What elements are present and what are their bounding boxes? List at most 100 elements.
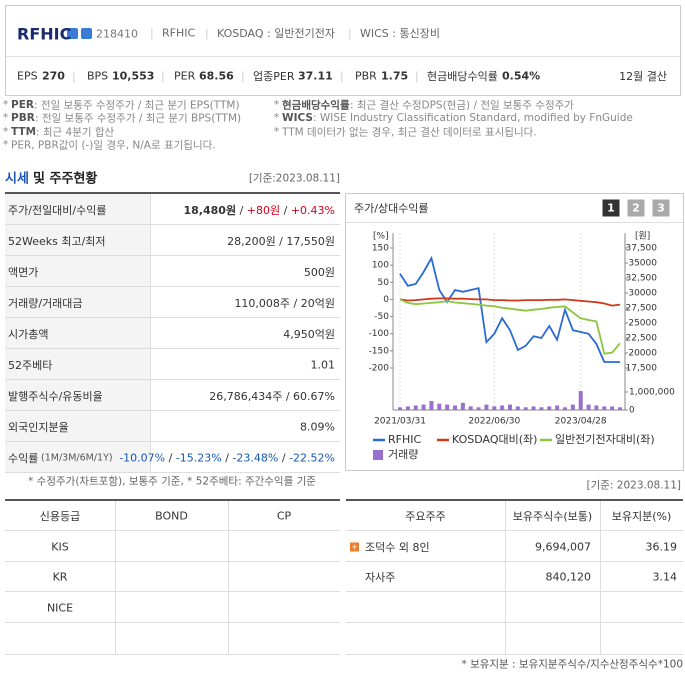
col-line (150, 380, 151, 410)
row-line (346, 622, 683, 623)
volume-bar (476, 407, 481, 410)
col-line (150, 411, 151, 441)
separator: | (241, 69, 245, 83)
tick-label: -100 (369, 329, 390, 339)
tick-label: 17,500 (626, 364, 658, 374)
col-line (505, 501, 506, 655)
volume-bar (594, 405, 599, 410)
separator: | (340, 69, 344, 83)
separator: | (348, 26, 352, 40)
tick-label: 0 (629, 406, 635, 416)
metric-value: 37.11 (298, 69, 333, 83)
chart-header-line (346, 222, 683, 223)
note-text: : WISE Industry Classification Standard,… (313, 112, 633, 125)
note-term: PBR (11, 112, 35, 125)
note-term: 현금배당수익률 (282, 99, 350, 112)
tick-label: 50 (378, 278, 390, 288)
axis-unit: [%] (373, 232, 389, 242)
metric-label: BPS (87, 69, 109, 83)
header-cell: 주요주주 (405, 510, 446, 523)
row-label: 거래량/거래대금 (8, 296, 83, 310)
row-value: 110,008주 / 20억원 (234, 295, 335, 311)
x-tick-label: 2023/04/28 (555, 417, 607, 427)
header-cell: 보유지분(%) (611, 510, 672, 523)
volume-bar (413, 405, 418, 410)
row-sublabel: (1M/3M/6M/1Y) (41, 452, 113, 463)
volume-bar (421, 404, 426, 410)
row-line (5, 591, 340, 592)
chart-title: 주가/상대수익률 (354, 202, 429, 215)
slash: / (275, 234, 287, 248)
tick-label: 32,500 (626, 274, 658, 284)
market: KOSDAQ : 일반전기전자 (217, 27, 335, 40)
volume-bar (492, 406, 497, 410)
slash: / (278, 451, 290, 464)
cell: 자사주 (365, 571, 396, 584)
note-star: * (3, 125, 9, 138)
label-cell (5, 287, 150, 317)
note-star: * (274, 125, 280, 138)
slash: / (236, 203, 247, 217)
value-part: +0.43% (290, 203, 335, 217)
divider (6, 56, 680, 57)
volume-bar (618, 407, 622, 410)
header-cell: BOND (155, 509, 188, 523)
row-line (346, 530, 683, 531)
row-line (5, 286, 340, 287)
note-star: * (3, 112, 9, 125)
row-value: -10.07% / -15.23% / -23.48% / -22.52% (119, 451, 335, 464)
header-cell: 신용등급 (39, 510, 81, 523)
note-text: : 최근 4분기 합산 (36, 126, 115, 139)
note-star: * (274, 99, 280, 111)
value-part: 500원 (303, 265, 335, 279)
tick-label: 0 (383, 295, 389, 305)
note-term: WICS (282, 112, 313, 125)
plus-icon: + (350, 542, 359, 551)
volume-bar (437, 403, 442, 410)
volume-bar (468, 406, 473, 410)
row-label: 52Weeks 최고/최저 (8, 234, 106, 248)
metric-label: PER (174, 69, 196, 83)
col-line (150, 287, 151, 317)
volume-bar (460, 402, 465, 410)
note-star: * (3, 99, 9, 111)
note-text: : 전일 보통주 수정주가 / 최근 분기 EPS(TTM) (34, 99, 240, 112)
metric-value: 1.75 (381, 69, 409, 83)
note-star: * (3, 138, 9, 151)
legend-label: 거래량 (388, 448, 418, 461)
volume-bar (602, 406, 607, 410)
row-value: 28,200원 / 17,550원 (227, 233, 335, 249)
volume-bar (445, 404, 450, 410)
table-top (5, 499, 340, 501)
chart-button: 3 (652, 199, 670, 217)
legend-label: 일반전기전자대비(좌) (555, 432, 655, 446)
volume-bar (570, 404, 575, 410)
tick-label: 1,000,000 (629, 388, 675, 398)
separator: | (72, 69, 76, 83)
wics: WICS : 통신장비 (360, 27, 440, 40)
tick-label: 25000 (628, 319, 657, 329)
summary-box (5, 5, 681, 96)
separator: | (150, 26, 154, 40)
row-value: 18,480원 / +80원 / +0.43% (184, 202, 336, 218)
chart-box (345, 193, 684, 471)
label-cell (5, 194, 150, 224)
slash: / (280, 203, 291, 217)
volume-bar (515, 406, 520, 410)
slash: / (165, 451, 176, 464)
tick-label: 37,500 (626, 244, 658, 254)
volume-bar (523, 407, 528, 410)
icon (67, 28, 78, 39)
table-top (5, 192, 340, 194)
slash: / (290, 296, 301, 310)
value-part: -23.48% (232, 451, 279, 464)
tick-label: 22,500 (626, 334, 658, 344)
icon (81, 28, 92, 39)
stock-name: RFHIC (17, 24, 72, 44)
row-line (5, 530, 340, 531)
value-part: 8.09% (300, 420, 335, 433)
volume-bar (398, 407, 402, 410)
cell: 조덕수 외 8인 (365, 540, 430, 554)
row-line (5, 654, 340, 655)
